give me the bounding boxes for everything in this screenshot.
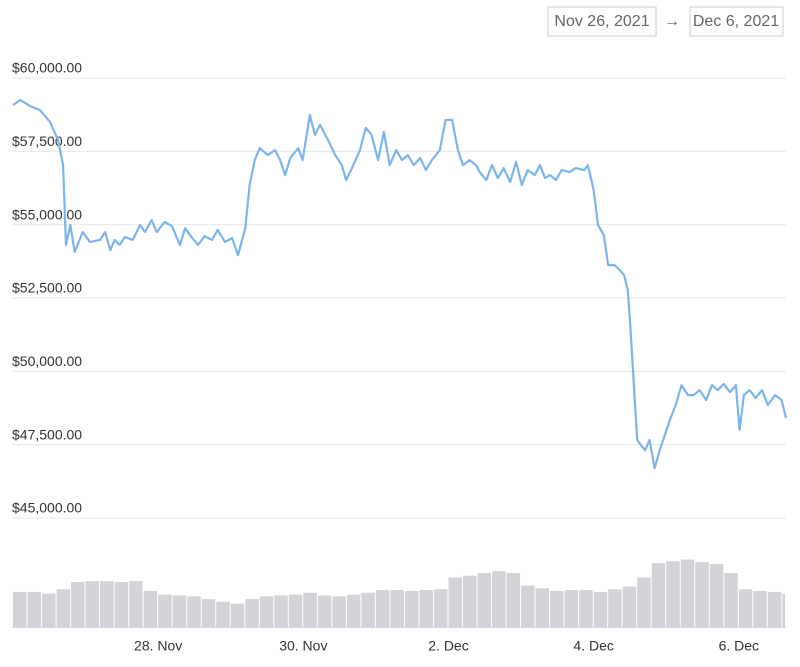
volume-bar: [724, 573, 738, 627]
price-line: [12, 98, 788, 470]
volume-bar: [158, 594, 172, 627]
volume-bar: [492, 571, 506, 627]
volume-bar: [143, 591, 158, 627]
range-to[interactable]: Dec 6, 2021: [693, 13, 779, 30]
volume-bar: [172, 595, 187, 627]
range-to-box[interactable]: [689, 6, 784, 37]
volume-bar: [245, 599, 259, 627]
y-tick-label: $52,500.00: [12, 280, 82, 296]
volume-bar: [85, 581, 100, 627]
volume-bar: [13, 591, 27, 627]
volume-bar: [709, 564, 724, 627]
range-separator: →: [664, 13, 680, 30]
volume-bar: [303, 592, 317, 627]
volume-bar: [738, 589, 753, 627]
y-tick-label: $55,000.00: [12, 206, 82, 222]
volume-bar: [129, 581, 143, 627]
volume-bar: [27, 591, 42, 627]
volume-bar: [564, 590, 579, 627]
volume-bar: [782, 593, 785, 627]
y-tick-label: $45,000.00: [12, 500, 82, 516]
volume-bar: [230, 603, 245, 627]
volume-bar: [100, 581, 114, 627]
volume-bar: [187, 596, 201, 627]
y-tick-label: $47,500.00: [12, 426, 82, 442]
x-tick-label: 30. Nov: [279, 638, 327, 654]
volume-bar: [506, 573, 521, 627]
volume-bar: [550, 591, 564, 627]
volume-bar: [463, 575, 477, 627]
volume-bar: [404, 591, 419, 627]
range-from-box[interactable]: [547, 6, 657, 37]
range-from[interactable]: Nov 26, 2021: [554, 13, 649, 30]
volume-bar: [390, 590, 404, 627]
x-tick-label: 2. Dec: [428, 638, 468, 654]
volume-bar: [56, 589, 71, 627]
volume-bar: [535, 588, 550, 627]
volume-bar: [332, 596, 346, 627]
x-tick-label: 6. Dec: [719, 638, 759, 654]
volume-bar: [259, 596, 274, 627]
x-tick-label: 4. Dec: [573, 638, 613, 654]
volume-bar: [666, 561, 680, 627]
volume-bar: [622, 586, 637, 627]
volume-bar: [593, 591, 608, 627]
volume-bar: [608, 589, 622, 627]
volume-bar: [433, 589, 448, 627]
volume-bar: [114, 582, 129, 627]
volume-bar: [448, 577, 463, 627]
volume-bar: [42, 593, 56, 627]
volume-bar: [288, 594, 303, 627]
volume-bar: [477, 573, 492, 627]
volume-bar: [317, 595, 332, 627]
volume-bar: [274, 595, 288, 627]
volume-bar: [521, 585, 535, 627]
volume-bar: [753, 591, 767, 627]
volume-bar: [695, 562, 709, 627]
volume-bar: [346, 594, 361, 627]
y-tick-label: $60,000.00: [12, 60, 82, 76]
volume-bar: [651, 563, 666, 627]
y-tick-label: $57,500.00: [12, 133, 82, 149]
volume-bar: [637, 577, 651, 627]
volume-bar: [680, 559, 695, 627]
volume-bar: [201, 599, 216, 627]
volume-bar: [216, 601, 230, 627]
volume-bar: [767, 591, 782, 627]
volume-bar: [361, 592, 375, 627]
volume-bar: [375, 590, 390, 627]
y-tick-label: $50,000.00: [12, 353, 82, 369]
x-tick-label: 28. Nov: [134, 638, 182, 654]
volume-bar: [579, 590, 593, 627]
volume-bar: [71, 582, 85, 627]
volume-bar: [419, 590, 433, 627]
